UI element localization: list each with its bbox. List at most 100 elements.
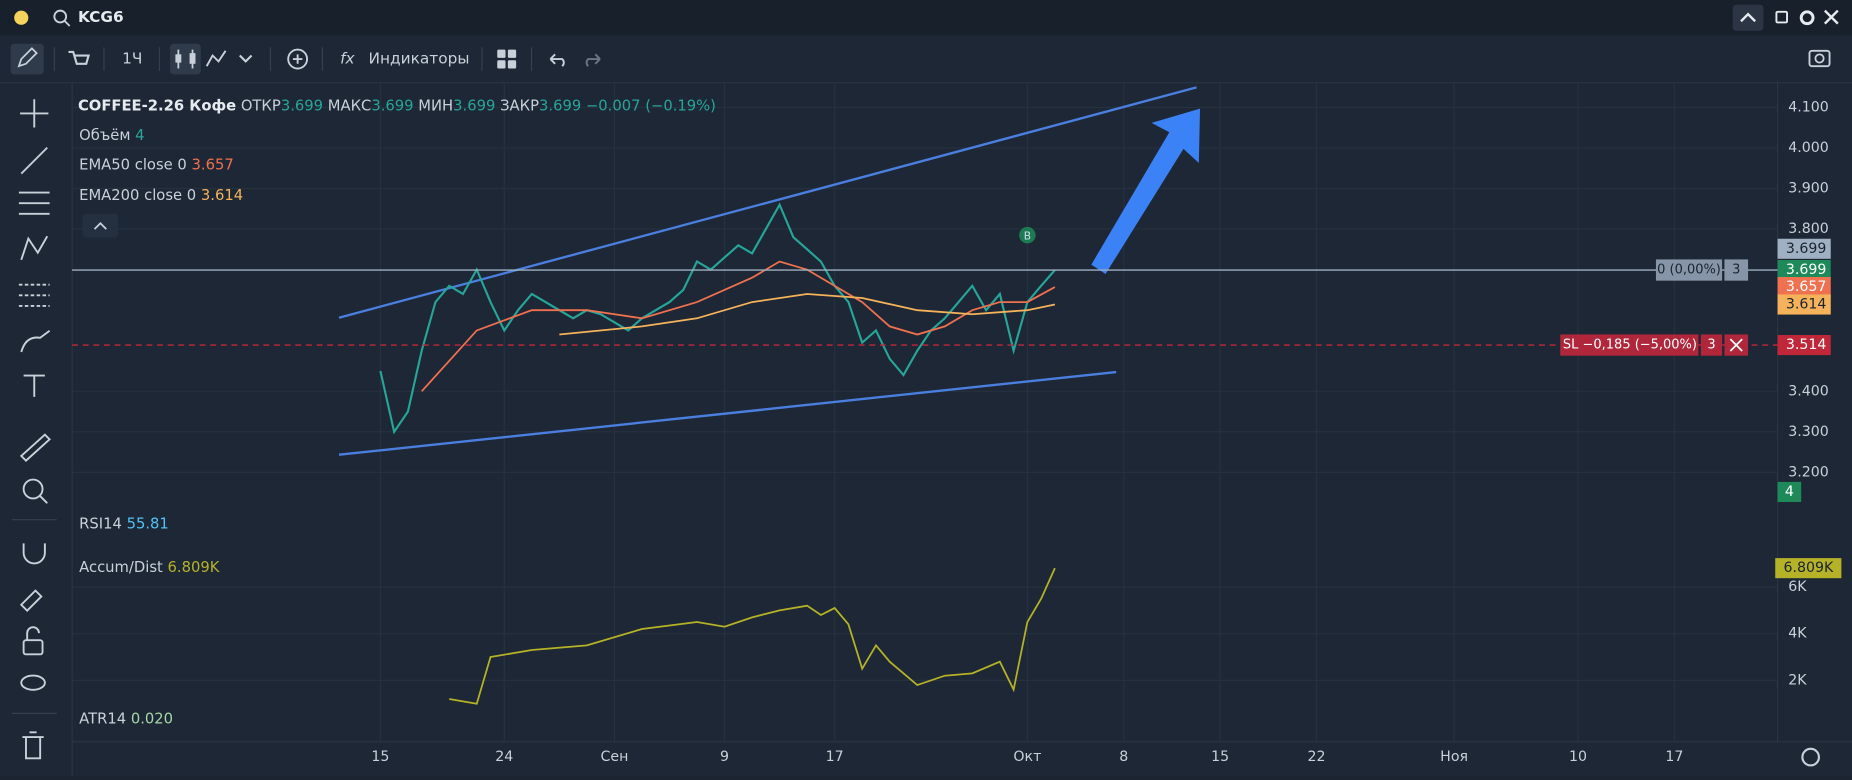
x-tick-label: 17 <box>1665 749 1683 765</box>
legend-value: 3.699 <box>539 97 581 114</box>
legend-collapse-icon <box>93 221 107 230</box>
x-tick-label: 24 <box>495 749 513 765</box>
magnet-tool[interactable] <box>22 543 46 565</box>
visibility-tool[interactable] <box>20 674 46 691</box>
indicator-name: RSI14 <box>79 515 122 532</box>
indicator-value: 3.614 <box>201 187 243 204</box>
indicator-name: Accum/Dist <box>79 559 163 576</box>
y-tick-label: 3.300 <box>1788 424 1829 440</box>
legend-collapse[interactable] <box>82 213 119 238</box>
legend-key: ЗАКР <box>500 97 539 114</box>
legend-key: МАКС <box>328 97 372 114</box>
position-qty-badge <box>1724 259 1749 281</box>
stop-qty-badge <box>1700 334 1723 356</box>
indicator-legend: Объём 4 <box>79 127 144 144</box>
search-icon <box>53 9 68 24</box>
legend-key: ОТКР <box>241 97 281 114</box>
series-line <box>559 293 1056 336</box>
settings-button[interactable] <box>1799 10 1815 26</box>
cart-icon[interactable] <box>68 50 90 65</box>
trendline-tool[interactable] <box>20 146 48 175</box>
candles-button[interactable] <box>170 43 201 75</box>
zoom-tool[interactable] <box>22 478 44 500</box>
price-badge <box>1777 259 1831 281</box>
undo-button[interactable] <box>549 53 565 67</box>
stop-badge[interactable] <box>1560 334 1699 356</box>
ad-label: 6.809K <box>1783 560 1834 576</box>
add-button[interactable] <box>287 48 309 70</box>
candles-icon <box>175 54 182 63</box>
indicator-legend: EMA200 close 0 3.614 <box>79 187 243 204</box>
close-button[interactable] <box>1823 9 1839 25</box>
price-label: 3.699 <box>1786 262 1827 278</box>
indicator-legend: Accum/Dist 6.809K <box>79 559 220 576</box>
ad-badge <box>1775 558 1842 579</box>
series-line <box>421 260 1056 392</box>
y-tick-label: 3.400 <box>1788 383 1829 399</box>
position-badge[interactable] <box>1655 259 1723 281</box>
grid <box>72 82 1778 742</box>
layout-icon <box>497 49 506 58</box>
symbol[interactable]: KCG6 <box>78 8 124 26</box>
price-badge <box>1777 294 1831 315</box>
layout-button[interactable] <box>497 49 517 69</box>
price-label: 3.657 <box>1786 279 1827 295</box>
series-line <box>379 202 1056 435</box>
delete-tool[interactable] <box>22 731 44 760</box>
candles-icon <box>189 53 196 64</box>
stop-qty: 3 <box>1707 338 1715 353</box>
arrow[interactable] <box>1091 108 1201 275</box>
top-bar <box>0 0 1852 36</box>
price-label: 3.514 <box>1786 337 1827 353</box>
y-tick-label: 3.800 <box>1788 221 1829 237</box>
interval-button[interactable]: 1Ч <box>122 50 142 68</box>
lock-draw-tool[interactable] <box>19 589 43 612</box>
fib-tool[interactable] <box>18 191 50 215</box>
maximize-button[interactable] <box>1775 10 1788 24</box>
y-tick-label: 3.900 <box>1788 181 1829 197</box>
text-tool[interactable] <box>23 374 45 397</box>
draw-button[interactable] <box>10 43 44 75</box>
chart-type-icon[interactable] <box>205 50 227 67</box>
legend-value: 3.699 <box>281 97 323 114</box>
pattern-tool[interactable] <box>20 235 49 261</box>
ad-line <box>449 567 1056 705</box>
lock-tool[interactable] <box>22 639 44 656</box>
x-tick-label: 15 <box>1211 749 1229 765</box>
legend: COFFEE-2.26 Кофе ОТКР3.699 МАКС3.699 МИН… <box>78 97 716 114</box>
projection-tool[interactable] <box>18 283 50 307</box>
camera-lens <box>1814 53 1825 64</box>
indicators-button[interactable]: Индикаторы <box>369 50 470 68</box>
position-qty: 3 <box>1732 263 1740 278</box>
ruler-tool[interactable] <box>19 433 51 462</box>
legend-key: МИН <box>418 97 453 114</box>
indicator-name: EMA50 close 0 <box>79 156 187 173</box>
redo-button[interactable] <box>585 53 601 67</box>
buy-marker-label: B <box>1024 229 1031 242</box>
window-dot[interactable] <box>14 10 29 25</box>
legend-value: 3.699 <box>453 97 495 114</box>
layout-icon <box>497 60 506 69</box>
indicator-value: 3.657 <box>192 156 234 173</box>
price-badge <box>1777 335 1831 356</box>
y-tick-label: 3.200 <box>1788 464 1829 480</box>
axis-settings[interactable] <box>1801 747 1820 767</box>
indicator-name: ATR14 <box>79 710 126 727</box>
indicator-value: 55.81 <box>127 515 169 532</box>
search-icon <box>64 20 71 27</box>
dropdown-icon[interactable] <box>239 54 253 63</box>
channel-bottom[interactable] <box>338 370 1117 456</box>
fx-icon: fx <box>340 50 355 68</box>
collapse-button[interactable] <box>1732 4 1764 31</box>
x-tick-label: 15 <box>371 749 389 765</box>
crosshair-tool[interactable] <box>20 99 49 128</box>
brush-tool[interactable] <box>20 329 51 353</box>
screenshot-button[interactable] <box>1808 49 1831 68</box>
x-tick-label: 22 <box>1307 749 1325 765</box>
position-label: 0 (0,00%) <box>1657 263 1721 278</box>
y-tick-label: 6K <box>1788 579 1807 595</box>
buy-marker <box>1019 226 1036 244</box>
x-tick-label: 8 <box>1119 749 1128 765</box>
